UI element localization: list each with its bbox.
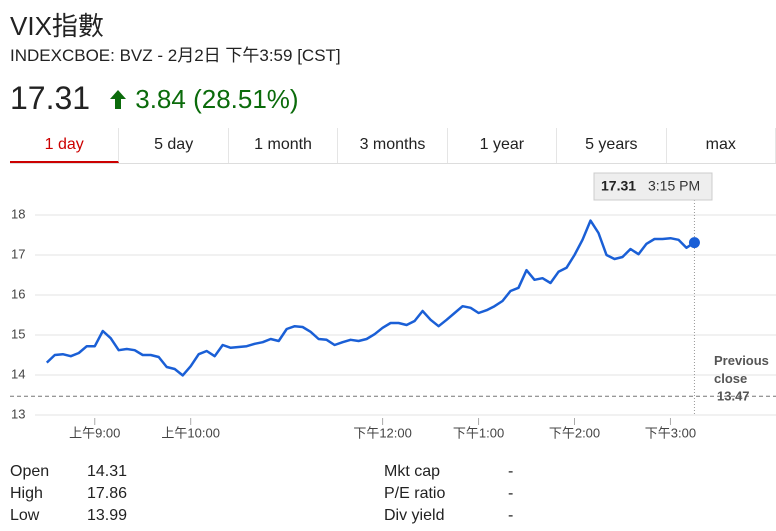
range-tab[interactable]: 1 year (448, 128, 558, 163)
change-pct: (28.51%) (193, 84, 299, 114)
stat-value: 17.86 (87, 485, 128, 502)
tooltip-time: 3:15 PM (648, 178, 700, 194)
y-tick-label: 14 (11, 366, 25, 381)
x-tick-label: 下午3:00 (645, 425, 696, 440)
range-tabs: 1 day 5 day 1 month 3 months 1 year 5 years ma… (10, 128, 776, 164)
stat-value: 14.31 (87, 463, 128, 480)
range-tab[interactable]: 5 day (119, 128, 229, 163)
stat-value: 13.99 (87, 507, 128, 524)
stat-label: Mkt cap (384, 463, 441, 480)
y-tick-label: 13 (11, 406, 25, 421)
stat-label: Open (10, 463, 50, 480)
stat-value: - (508, 507, 514, 524)
tooltip-value: 17.31 (601, 178, 636, 194)
x-tick-label: 下午1:00 (453, 425, 504, 440)
y-tick-label: 15 (11, 326, 25, 341)
price-line (45, 219, 696, 377)
range-tab[interactable]: 5 years (557, 128, 667, 163)
previous-close-label: Previous close (714, 353, 769, 387)
exchange-line: INDEXCBOE: BVZ - 2月2日 下午3:59 [CST] (10, 46, 341, 65)
y-tick-label: 18 (11, 206, 25, 221)
stat-value: - (508, 485, 514, 502)
change: 3.84 (28.51%) (108, 84, 299, 115)
previous-close-value: 13.47 (717, 389, 750, 404)
x-tick-label: 上午10:00 (161, 425, 220, 440)
title: VIX指數 (10, 11, 104, 41)
previous-close-box: Previous close (714, 353, 769, 387)
stat-label: Div yield (384, 507, 445, 524)
stat-label: High (10, 485, 43, 502)
tooltip-box (593, 172, 713, 201)
end-dot (688, 237, 700, 249)
range-tab[interactable]: 1 day (10, 128, 120, 163)
y-tick-label: 16 (11, 286, 25, 301)
x-tick-label: 下午2:00 (549, 425, 600, 440)
up-arrow (110, 90, 126, 109)
price: 17.31 (10, 80, 91, 116)
x-tick-label: 上午9:00 (69, 425, 120, 440)
range-tab[interactable]: 3 months (338, 128, 448, 163)
range-tab[interactable]: max (667, 128, 776, 163)
stat-label: P/E ratio (384, 485, 446, 502)
y-tick-label: 17 (11, 246, 25, 261)
x-tick-label: 下午12:00 (353, 425, 412, 440)
change-value: 3.84 (135, 84, 186, 114)
stat-label: Low (10, 507, 40, 524)
stat-value: - (508, 463, 514, 480)
range-tab[interactable]: 1 month (229, 128, 339, 163)
